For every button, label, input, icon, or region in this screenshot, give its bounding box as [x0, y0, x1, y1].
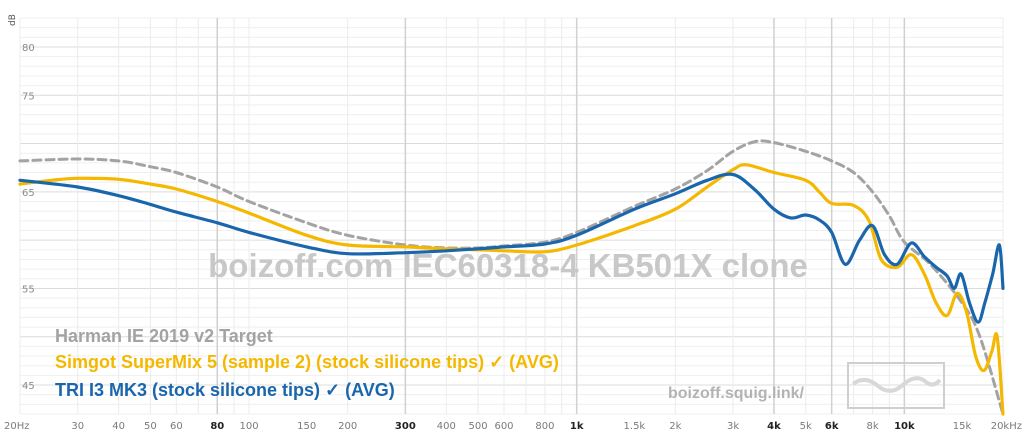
logo-squiggle	[851, 376, 942, 393]
y-unit-label: dB	[8, 14, 18, 26]
x-tick-label: 500	[469, 421, 488, 432]
curve-harman-ie-2019-v2-target	[18, 139, 1005, 416]
logo-frame	[847, 362, 945, 409]
plot-area	[20, 18, 1003, 414]
watermark-text: boizoff.com IEC60318-4 KB501X clone	[208, 247, 808, 284]
y-tick-label: 55	[22, 284, 35, 295]
logo-mark	[847, 362, 945, 409]
y-tick-label: 45	[22, 381, 35, 392]
x-tick-label: 6k	[825, 421, 839, 432]
x-tick-label: 40	[112, 421, 125, 432]
x-tick-label: 60	[170, 421, 183, 432]
legend-entry: TRI I3 MK3 (stock silicone tips) ✓ (AVG)	[55, 380, 395, 400]
legend: Harman IE 2019 v2 Target Simgot SuperMix …	[55, 326, 559, 400]
y-tick-label: 80	[22, 43, 35, 54]
curve-tri-i3-mk3-stock-silicone-tips-avg	[18, 172, 1005, 324]
x-tick-label: 5k	[800, 421, 812, 432]
x-tick-label: 10k	[894, 421, 915, 432]
curve-simgot-supermix-5-sample-2-stock-silicone-tips-avg	[18, 163, 1005, 416]
curves-layer	[18, 139, 1005, 416]
legend-entry: Harman IE 2019 v2 Target	[55, 326, 273, 346]
x-tick-label: 20kHz	[991, 421, 1022, 432]
x-tick-label: 3k	[727, 421, 739, 432]
x-tick-label: 150	[297, 421, 316, 432]
x-tick-label: 50	[144, 421, 157, 432]
y-axis: 80 75 65 55 45	[22, 43, 35, 392]
x-tick-label: 8k	[867, 421, 879, 432]
y-tick-label: 65	[22, 188, 35, 199]
x-axis: 20Hz 30 40 50 60 80 100 150 200 300 400 500 600 800 1k…	[4, 421, 1022, 432]
legend-entry: Simgot SuperMix 5 (sample 2) (stock sili…	[55, 352, 559, 372]
x-tick-label: 20Hz	[4, 421, 30, 432]
x-tick-label: 1.5k	[624, 421, 646, 432]
x-tick-label: 100	[239, 421, 258, 432]
x-tick-label: 600	[494, 421, 513, 432]
x-tick-label: 4k	[767, 421, 781, 432]
x-tick-label: 300	[395, 421, 416, 432]
x-tick-label: 800	[535, 421, 554, 432]
x-tick-label: 200	[338, 421, 357, 432]
x-tick-label: 400	[437, 421, 456, 432]
x-tick-label: 80	[210, 421, 224, 432]
x-tick-label: 15k	[953, 421, 972, 432]
x-tick-label: 1k	[570, 421, 584, 432]
x-tick-label: 2k	[669, 421, 681, 432]
y-tick-label: 75	[22, 91, 35, 102]
site-label: boizoff.squig.link/	[668, 385, 805, 402]
x-tick-label: 30	[71, 421, 84, 432]
plot-grid	[19, 17, 1004, 415]
